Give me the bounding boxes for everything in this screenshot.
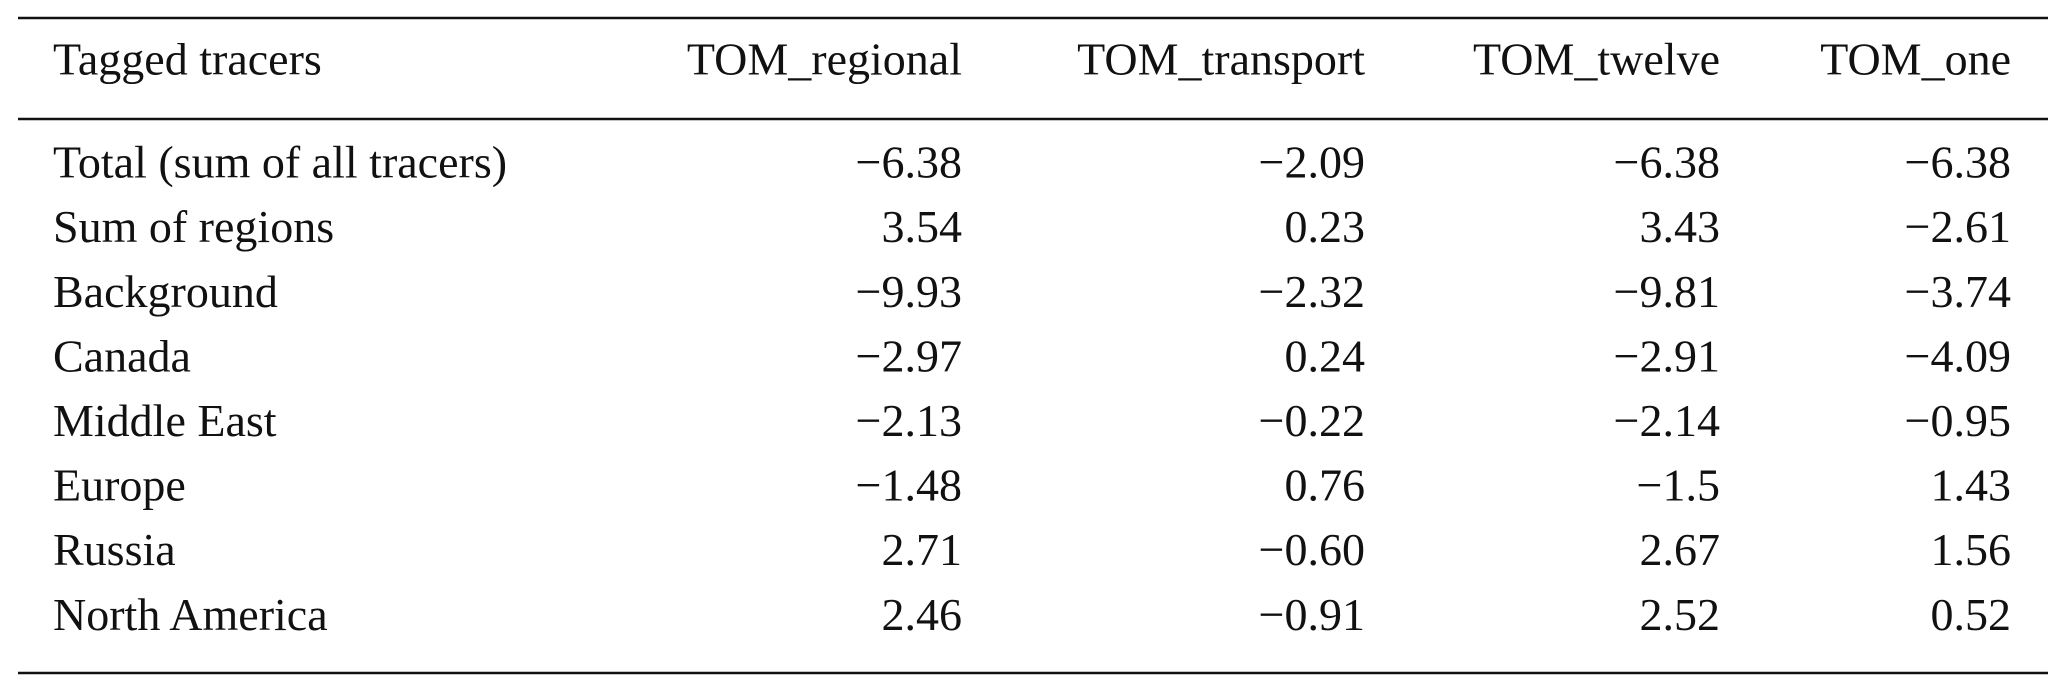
value-cell: 1.43 — [1931, 460, 2012, 511]
row-label: Europe — [53, 460, 186, 511]
value-cell: 0.24 — [1285, 330, 1366, 381]
value-cell: −4.09 — [1905, 330, 2011, 381]
header-cell: Tagged tracers — [53, 34, 322, 85]
row-label: Total (sum of all tracers) — [53, 137, 507, 188]
value-cell: −3.74 — [1905, 266, 2011, 317]
value-cell: −9.81 — [1614, 266, 1720, 317]
value-cell: 0.76 — [1285, 460, 1366, 511]
value-cell: −2.09 — [1259, 137, 1365, 188]
header-cell: TOM_regional — [687, 34, 962, 85]
header-cell: TOM_twelve — [1473, 34, 1720, 85]
value-cell: −0.60 — [1259, 524, 1365, 575]
row-label: Middle East — [53, 395, 277, 446]
value-cell: −2.61 — [1905, 201, 2011, 252]
row-label: Background — [53, 266, 278, 317]
value-cell: −2.97 — [856, 330, 962, 381]
header-cell: TOM_transport — [1077, 34, 1365, 85]
row-label: Sum of regions — [53, 201, 334, 252]
value-cell: −0.95 — [1905, 395, 2011, 446]
value-cell: −2.13 — [856, 395, 962, 446]
value-cell: −6.38 — [1905, 137, 2011, 188]
value-cell: 2.52 — [1640, 589, 1721, 640]
value-cell: −2.91 — [1614, 330, 1720, 381]
value-cell: −2.14 — [1614, 395, 1720, 446]
value-cell: −1.48 — [856, 460, 962, 511]
value-cell: 0.23 — [1285, 201, 1366, 252]
row-label: Russia — [53, 524, 176, 575]
value-cell: 3.54 — [882, 201, 963, 252]
value-cell: 2.46 — [882, 589, 963, 640]
value-cell: 3.43 — [1640, 201, 1721, 252]
value-cell: 1.56 — [1931, 524, 2012, 575]
value-cell: −9.93 — [856, 266, 962, 317]
value-cell: −6.38 — [856, 137, 962, 188]
value-cell: −2.32 — [1259, 266, 1365, 317]
value-cell: −0.91 — [1259, 589, 1365, 640]
value-cell: 2.67 — [1640, 524, 1721, 575]
row-label: North America — [53, 589, 328, 640]
value-cell: 2.71 — [882, 524, 963, 575]
row-label: Canada — [53, 330, 191, 381]
value-cell: −6.38 — [1614, 137, 1720, 188]
value-cell: −1.5 — [1637, 460, 1720, 511]
value-cell: −0.22 — [1259, 395, 1365, 446]
value-cell: 0.52 — [1931, 589, 2012, 640]
header-cell: TOM_one — [1820, 34, 2011, 85]
